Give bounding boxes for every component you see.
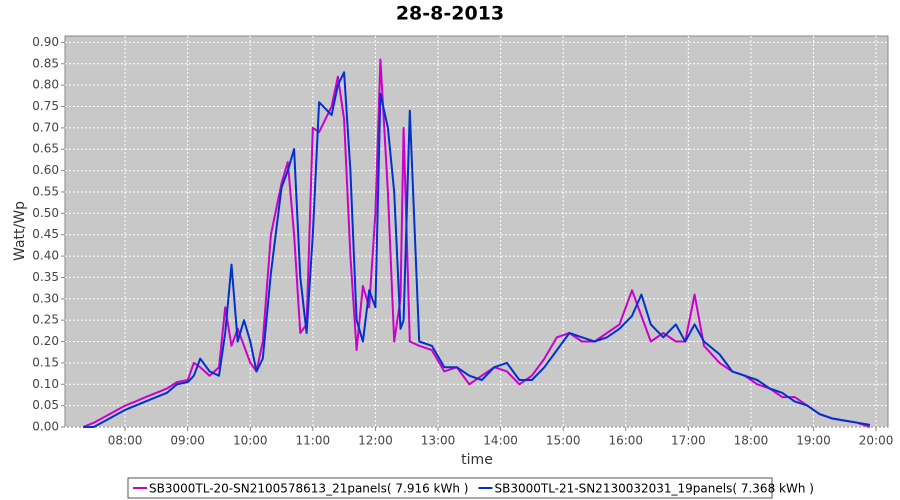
- series-line: [82, 58, 871, 428]
- x-tick-label: 11:00: [296, 434, 331, 448]
- x-tick-label: 13:00: [421, 434, 456, 448]
- y-tick-label: 0.70: [32, 120, 59, 134]
- y-axis-label: Watt/Wp: [12, 201, 28, 261]
- x-axis-label: time: [461, 452, 493, 468]
- y-tick-label: 0.30: [32, 291, 59, 305]
- y-tick-label: 0.80: [32, 78, 59, 92]
- y-tick-label: 0.65: [32, 142, 59, 156]
- y-tick-label: 0.00: [32, 420, 59, 434]
- x-tick-label: 16:00: [608, 434, 643, 448]
- y-tick-label: 0.15: [32, 355, 59, 369]
- x-tick-label: 10:00: [233, 434, 268, 448]
- y-tick-label: 0.25: [32, 313, 59, 327]
- y-tick-label: 0.40: [32, 249, 59, 263]
- x-tick-label: 09:00: [170, 434, 205, 448]
- x-tick-label: 17:00: [671, 434, 706, 448]
- x-tick-label: 18:00: [734, 434, 769, 448]
- y-tick-label: 0.35: [32, 270, 59, 284]
- x-tick-label: 20:00: [859, 434, 894, 448]
- y-tick-label: 0.50: [32, 206, 59, 220]
- series-line: [83, 71, 871, 428]
- y-tick-label: 0.55: [32, 184, 59, 198]
- y-tick-label: 0.10: [32, 377, 59, 391]
- x-tick-label: 08:00: [108, 434, 143, 448]
- x-tick-label: 12:00: [358, 434, 393, 448]
- y-tick-label: 0.75: [32, 99, 59, 113]
- chart-title: 28-8-2013: [396, 3, 504, 25]
- y-tick-label: 0.60: [32, 163, 59, 177]
- x-tick-label: 15:00: [546, 434, 581, 448]
- legend-label: SB3000TL-21-SN2130032031_19panels( 7.368…: [494, 482, 813, 496]
- y-tick-label: 0.45: [32, 227, 59, 241]
- x-tick-label: 19:00: [796, 434, 831, 448]
- y-tick-label: 0.20: [32, 334, 59, 348]
- x-tick-label: 14:00: [483, 434, 518, 448]
- legend: [127, 477, 773, 499]
- plot-area: [64, 35, 889, 428]
- y-tick-label: 0.85: [32, 56, 59, 70]
- legend-label: SB3000TL-20-SN2100578613_21panels( 7.916…: [149, 482, 468, 496]
- y-tick-label: 0.05: [32, 398, 59, 412]
- y-tick-label: 0.90: [32, 35, 59, 49]
